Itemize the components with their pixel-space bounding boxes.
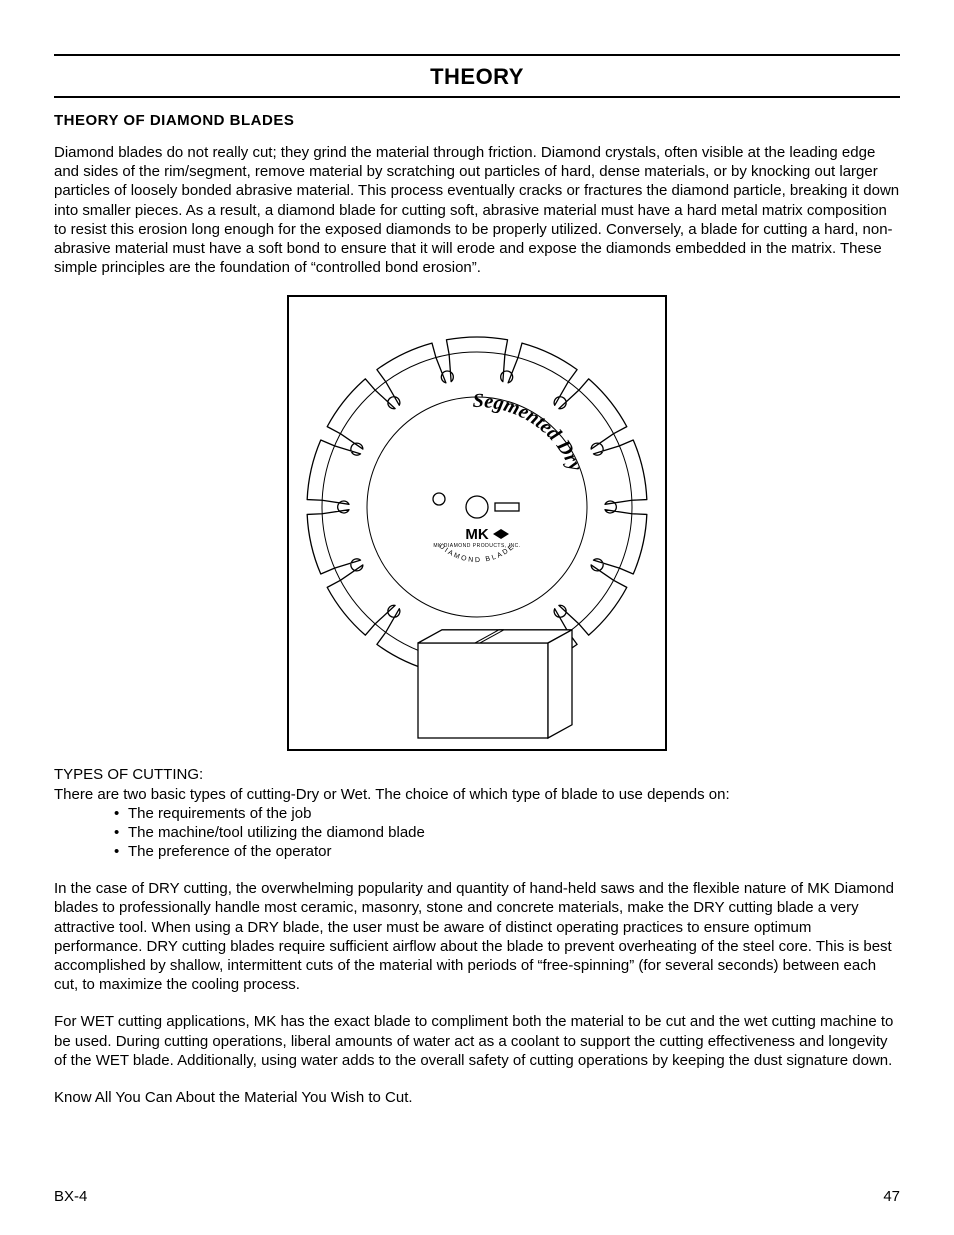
bullet-item: The machine/tool utilizing the diamond b… <box>114 823 900 842</box>
footer-page-number: 47 <box>883 1188 900 1205</box>
paragraph-know: Know All You Can About the Material You … <box>54 1088 900 1107</box>
types-heading: TYPES OF CUTTING: <box>54 765 900 784</box>
bullet-item: The requirements of the job <box>114 804 900 823</box>
bullet-list: The requirements of the job The machine/… <box>114 804 900 862</box>
figure-container: Segmented DryMKMK DIAMOND PRODUCTS, INC.… <box>54 295 900 751</box>
svg-text:MK: MK <box>465 526 488 543</box>
page-title: THEORY <box>54 60 900 92</box>
types-intro: There are two basic types of cutting-Dry… <box>54 785 900 804</box>
bottom-rule <box>54 96 900 98</box>
bullet-item: The preference of the operator <box>114 842 900 861</box>
footer-model: BX-4 <box>54 1188 87 1205</box>
paragraph-dry: In the case of DRY cutting, the overwhel… <box>54 879 900 994</box>
page-footer: BX-4 47 <box>54 1188 900 1205</box>
top-rule <box>54 54 900 56</box>
paragraph-wet: For WET cutting applications, MK has the… <box>54 1012 900 1070</box>
section-heading: THEORY OF DIAMOND BLADES <box>54 112 900 129</box>
paragraph-intro: Diamond blades do not really cut; they g… <box>54 143 900 277</box>
blade-diagram: Segmented DryMKMK DIAMOND PRODUCTS, INC.… <box>287 295 667 751</box>
